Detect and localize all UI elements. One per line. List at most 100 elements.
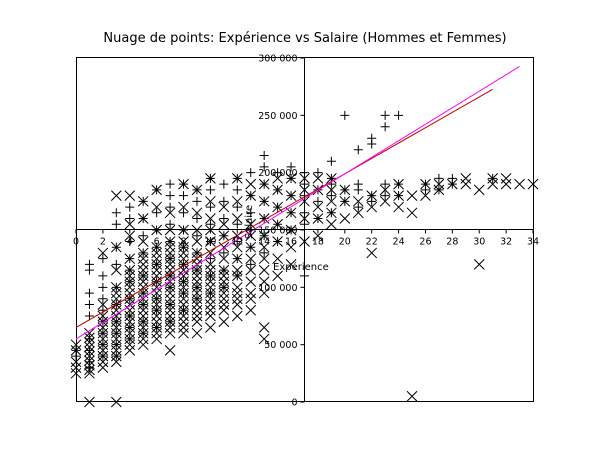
point-marker-cross — [110, 396, 122, 408]
point-marker-plus — [192, 214, 202, 224]
point-marker-cross — [97, 333, 109, 345]
point-marker-plus — [232, 202, 242, 212]
y-tick-label: 250 000 — [258, 111, 297, 122]
point-marker-cross — [124, 316, 136, 328]
point-marker-cross — [191, 327, 203, 339]
point-marker-cross — [205, 310, 216, 322]
point-marker-cross — [151, 316, 163, 328]
point-marker-cross — [164, 281, 176, 293]
point-marker-cross — [137, 213, 149, 224]
point-marker-cross — [231, 241, 243, 253]
point-marker-cross — [245, 293, 257, 305]
x-tick-label: 30 — [473, 237, 485, 248]
point-marker-plus — [165, 219, 175, 229]
point-marker-cross — [124, 293, 136, 305]
x-tick-label: 20 — [339, 237, 351, 248]
point-marker-plus — [273, 168, 283, 178]
point-marker-cross — [70, 367, 82, 379]
point-marker-cross — [124, 333, 136, 345]
point-marker-cross — [231, 195, 243, 207]
point-marker-plus — [84, 300, 94, 310]
point-marker-cross — [191, 287, 203, 299]
point-marker-cross — [151, 304, 163, 316]
point-marker-cross — [205, 213, 216, 224]
point-marker-plus — [111, 219, 121, 229]
point-marker-cross — [124, 218, 136, 230]
point-marker-cross — [326, 218, 337, 230]
point-marker-plus — [447, 173, 457, 183]
point-marker-cross — [245, 264, 257, 276]
y-tick-label: 100 000 — [258, 283, 297, 294]
point-marker-plus — [434, 173, 444, 183]
point-marker-cross — [272, 184, 283, 196]
point-marker-cross — [231, 173, 243, 184]
point-marker-cross — [178, 270, 189, 282]
point-marker-cross — [97, 350, 109, 362]
point-marker-cross — [137, 270, 149, 282]
point-marker-cross — [137, 253, 149, 265]
point-marker-cross — [84, 346, 95, 357]
point-marker-plus — [353, 202, 363, 212]
point-marker-cross — [205, 259, 216, 270]
point-marker-plus — [340, 110, 350, 120]
point-marker-cross — [191, 304, 203, 316]
point-marker-cross — [84, 355, 95, 367]
x-tick-label: 32 — [500, 237, 512, 248]
point-marker-cross — [191, 276, 203, 287]
point-marker-plus — [205, 219, 215, 229]
point-marker-cross — [97, 327, 109, 339]
point-marker-cross — [258, 264, 270, 276]
point-marker-cross — [110, 339, 122, 351]
point-marker-cross — [151, 259, 163, 270]
point-marker-cross — [460, 173, 472, 184]
x-tick-label: 22 — [366, 237, 378, 248]
point-marker-cross — [191, 310, 203, 322]
point-marker-cross — [164, 327, 176, 339]
point-marker-cross — [218, 287, 230, 299]
y-axis-label: Salaire — [244, 205, 255, 239]
point-marker-cross — [258, 322, 270, 333]
chart-title: Nuage de points: Expérience vs Salaire (… — [103, 31, 506, 46]
point-marker-cross — [137, 304, 149, 316]
point-marker-cross — [151, 201, 163, 213]
point-marker-cross — [137, 322, 149, 333]
point-marker-cross — [151, 299, 163, 310]
point-marker-cross — [178, 310, 189, 322]
point-marker-cross — [272, 270, 283, 282]
point-marker-cross — [178, 178, 189, 190]
point-marker-plus — [219, 179, 229, 189]
point-marker-cross — [178, 247, 189, 259]
point-marker-plus — [259, 150, 269, 160]
point-marker-cross — [124, 230, 136, 242]
x-tick-label: 6 — [154, 237, 160, 248]
point-marker-cross — [205, 322, 216, 333]
point-marker-plus — [232, 219, 242, 229]
point-marker-cross — [231, 299, 243, 310]
point-marker-cross — [110, 264, 122, 276]
point-marker-cross — [312, 213, 324, 224]
point-marker-cross — [205, 195, 216, 207]
point-marker-cross — [487, 173, 499, 184]
point-marker-plus — [367, 133, 377, 143]
point-marker-cross — [205, 264, 216, 276]
point-marker-cross — [137, 247, 149, 259]
point-marker-cross — [191, 281, 203, 293]
point-marker-cross — [151, 184, 163, 196]
point-marker-cross — [84, 332, 95, 344]
point-marker-plus — [219, 214, 229, 224]
regression-line-femmes — [75, 66, 520, 340]
point-marker-plus — [205, 185, 215, 195]
point-marker-plus — [98, 282, 108, 292]
point-marker-cross — [218, 293, 230, 305]
point-marker-cross — [366, 190, 378, 201]
point-marker-cross — [191, 270, 203, 282]
point-marker-cross — [352, 207, 364, 219]
point-marker-cross — [406, 207, 418, 219]
point-marker-plus — [219, 248, 229, 258]
point-marker-cross — [218, 270, 230, 282]
point-marker-cross — [191, 184, 203, 196]
point-marker-cross — [205, 270, 216, 282]
point-marker-cross — [137, 299, 149, 310]
y-tick-label: 150 000 — [258, 226, 297, 237]
point-marker-cross — [164, 247, 176, 259]
